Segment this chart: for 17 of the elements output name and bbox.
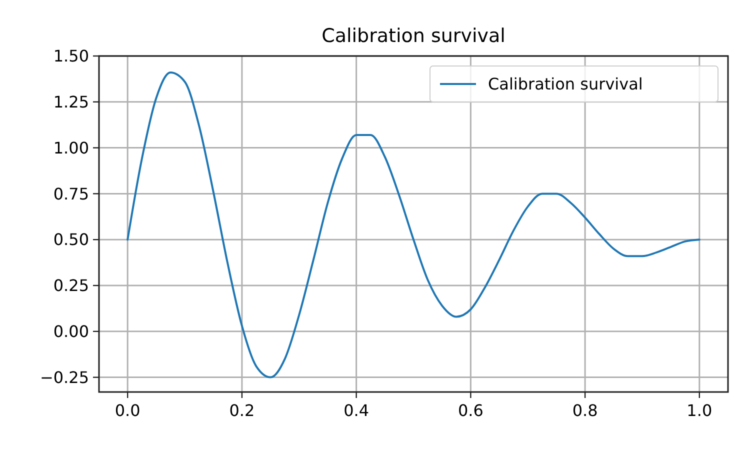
y-tick-label: 0.50 bbox=[53, 230, 89, 250]
x-tick-label: 0.2 bbox=[229, 401, 255, 420]
y-tick-label: 1.50 bbox=[53, 46, 89, 66]
x-tick-label: 0.6 bbox=[458, 401, 484, 420]
legend-label: Calibration survival bbox=[488, 74, 643, 94]
x-tick-label: 0.8 bbox=[572, 401, 598, 420]
x-tick-label: 0.4 bbox=[344, 401, 370, 420]
y-tick-label: 1.00 bbox=[53, 138, 89, 158]
y-tick-label: −0.25 bbox=[40, 368, 89, 387]
y-tick-label: 0.75 bbox=[53, 184, 89, 204]
line-series bbox=[126, 72, 700, 378]
x-tick-label: 0.0 bbox=[114, 401, 140, 420]
chart-title: Calibration survival bbox=[322, 25, 506, 47]
x-tick-label: 1.0 bbox=[686, 401, 712, 420]
y-tick-label: 1.25 bbox=[53, 92, 89, 112]
y-tick-label: 0.00 bbox=[53, 322, 89, 342]
y-tick-label: 0.25 bbox=[53, 276, 89, 296]
